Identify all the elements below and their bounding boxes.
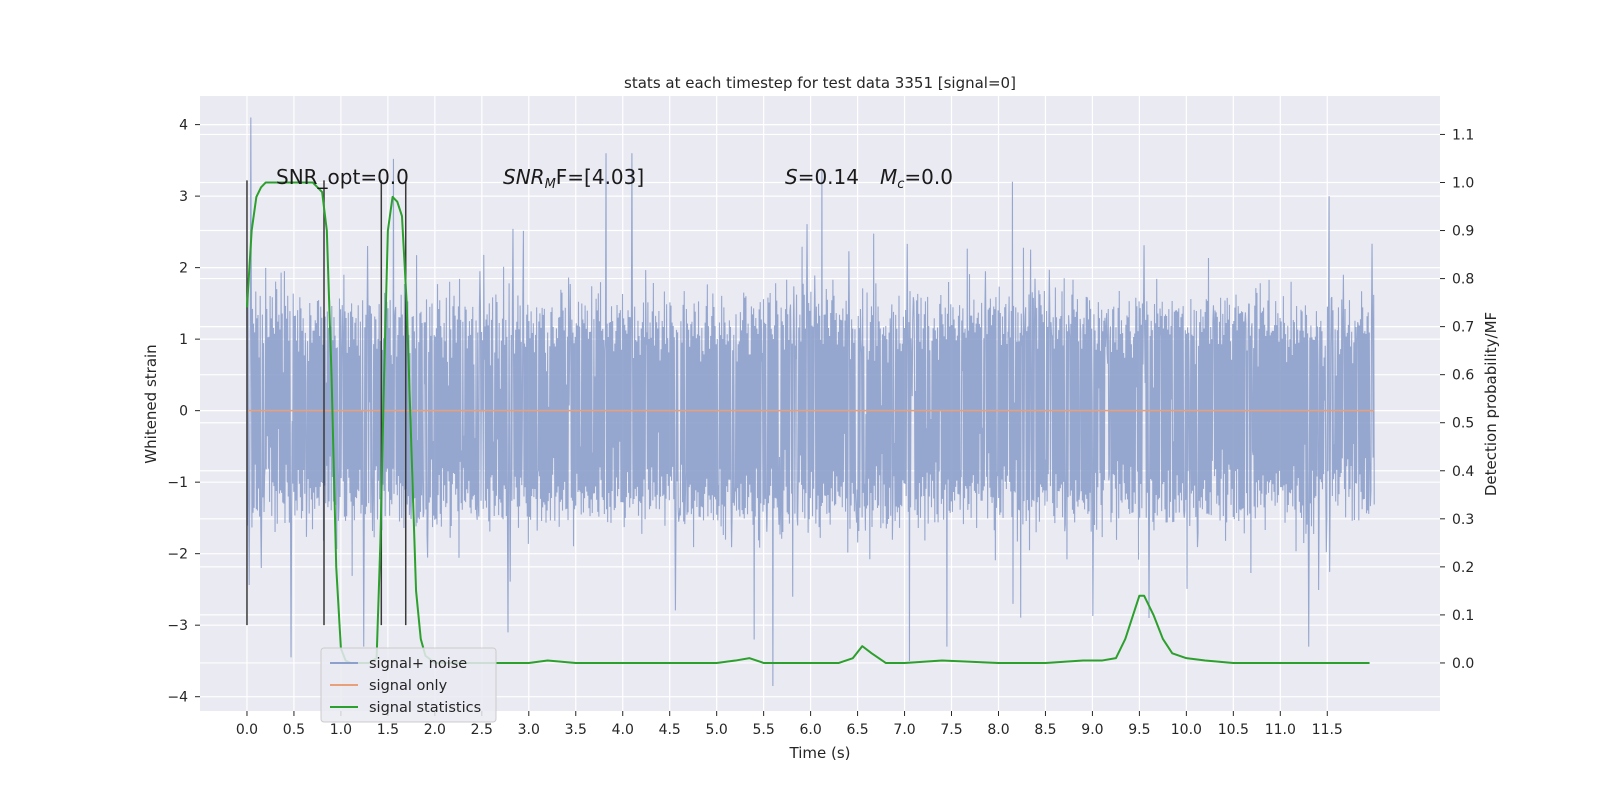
y-tick-label-7: −3: [167, 618, 188, 634]
signal-statistics-series: [245, 181, 1370, 664]
legend-label-signal-statistics: signal statistics: [369, 700, 481, 716]
y-tick-label-4: 0: [179, 404, 188, 420]
y-tick-label-0: 4: [179, 118, 188, 134]
x-tick-label-15: 7.5: [940, 722, 962, 738]
y2-tick-label-4: 0.7: [1452, 320, 1474, 336]
annotation-mc: Mc=0.0: [880, 165, 953, 192]
x-tick-label-6: 3.0: [518, 722, 540, 738]
y2-tick-label-11: 0.0: [1452, 656, 1474, 672]
x-tick-label-13: 6.5: [846, 722, 868, 738]
y2-tick-label-6: 0.5: [1452, 416, 1474, 432]
y-tick-label-5: −1: [167, 475, 188, 491]
x-tick-label-23: 11.5: [1312, 722, 1343, 738]
legend-label-signal-only: signal only: [369, 678, 448, 694]
y-tick-label-1: 3: [179, 189, 188, 205]
y2-tick-label-3: 0.8: [1452, 272, 1474, 288]
legend: signal+ noise signal only signal statist…: [320, 647, 497, 723]
y-tick-label-8: −4: [167, 690, 188, 706]
x-tick-label-21: 10.5: [1218, 722, 1249, 738]
y-axis-ticks: 4 3 2 1 0 −1 −2 −3 −4: [167, 118, 200, 706]
annotation-s-main: S: [785, 165, 798, 189]
x-tick-label-16: 8.0: [987, 722, 1009, 738]
x-tick-label-18: 9.0: [1081, 722, 1103, 738]
x-tick-label-19: 9.5: [1128, 722, 1150, 738]
x-tick-label-11: 5.5: [753, 722, 775, 738]
x-axis-label: Time (s): [789, 744, 851, 762]
annotation-snr-opt: SNR_opt=0.0: [276, 165, 409, 189]
annotation-snr-mf-rest: F=[4.03]: [556, 165, 644, 189]
x-tick-label-12: 6.0: [799, 722, 821, 738]
y2-axis-label: Detection probability/MF: [1482, 312, 1500, 496]
x-tick-label-4: 2.0: [424, 722, 446, 738]
x-tick-label-9: 4.5: [659, 722, 681, 738]
y-tick-label-2: 2: [179, 261, 188, 277]
y2-tick-label-1: 1.0: [1452, 175, 1474, 191]
x-tick-label-1: 0.5: [283, 722, 305, 738]
x-tick-label-10: 5.0: [706, 722, 728, 738]
x-tick-label-8: 4.0: [612, 722, 634, 738]
y2-tick-label-0: 1.1: [1452, 127, 1474, 143]
x-tick-label-7: 3.5: [565, 722, 587, 738]
legend-label-signal-noise: signal+ noise: [369, 656, 467, 672]
x-tick-label-2: 1.0: [330, 722, 352, 738]
signal-noise-line: [246, 117, 1375, 686]
y-tick-label-3: 1: [179, 332, 188, 348]
annotation-mc-main: M: [880, 165, 897, 189]
x-tick-label-5: 2.5: [471, 722, 493, 738]
y2-tick-label-5: 0.6: [1452, 368, 1474, 384]
x-axis-ticks: 0.0 0.5 1.0 1.5 2.0 2.5 3.0 3.5 4.0 4.5 5.0 5.5 6.0 6…: [236, 711, 1343, 738]
annotation-mc-rest: =0.0: [904, 165, 953, 189]
y2-axis-ticks: 1.1 1.0 0.9 0.8 0.7 0.6 0.5 0.4 0.3 0.2 0.1 0.0: [1440, 127, 1474, 672]
x-tick-label-17: 8.5: [1034, 722, 1056, 738]
y2-tick-label-9: 0.2: [1452, 560, 1474, 576]
annotation-snr-mf: SNRMF=[4.03]: [503, 165, 644, 192]
annotation-snr-mf-main: SNR: [503, 165, 545, 189]
x-tick-label-14: 7.0: [893, 722, 915, 738]
y-tick-label-6: −2: [167, 547, 188, 563]
signal-noise-series: [246, 117, 1375, 686]
x-tick-label-20: 10.0: [1171, 722, 1202, 738]
legend-box: [320, 647, 497, 723]
vertical-markers: [246, 180, 407, 626]
y2-tick-label-8: 0.3: [1452, 512, 1474, 528]
signal-statistics-line: [245, 181, 1370, 664]
y2-tick-label-10: 0.1: [1452, 608, 1474, 624]
chart-title: stats at each timestep for test data 335…: [624, 74, 1016, 92]
annotation-mc-sub: c: [897, 177, 904, 192]
annotation-snr-mf-sub: M: [545, 177, 556, 192]
annotation-s: S=0.14: [785, 165, 859, 189]
x-tick-label-3: 1.5: [377, 722, 399, 738]
y2-tick-label-7: 0.4: [1452, 464, 1474, 480]
y2-tick-label-2: 0.9: [1452, 224, 1474, 240]
y-axis-label: Whitened strain: [142, 344, 160, 463]
x-tick-label-22: 11.0: [1265, 722, 1296, 738]
annotation-s-rest: =0.14: [798, 165, 859, 189]
annotations: SNR_opt=0.0 SNRMF=[4.03] S=0.14 Mc=0.0: [276, 165, 953, 192]
x-tick-label-0: 0.0: [236, 722, 258, 738]
